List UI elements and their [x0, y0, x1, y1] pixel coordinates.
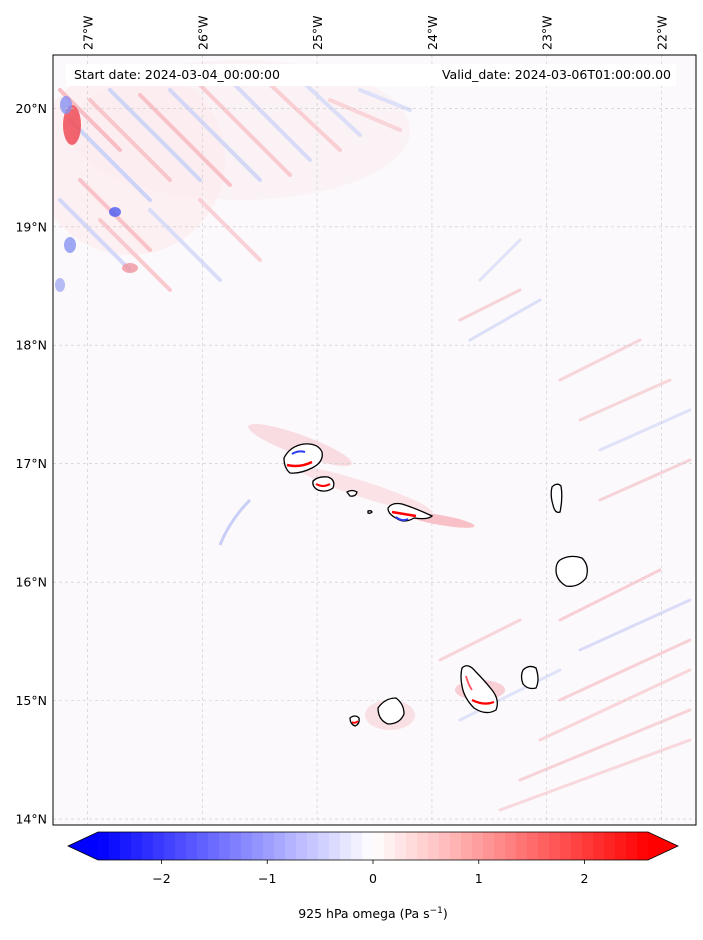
- colorbar-cell: [164, 832, 176, 860]
- gridlines: [53, 55, 696, 825]
- colorbar: −2 −1 0 1 2 925 hPa omega (Pa s−1): [67, 831, 679, 921]
- colorbar-cell: [439, 832, 451, 860]
- colorbar-cell: [252, 832, 264, 860]
- island-santiago: [460, 665, 498, 714]
- colorbar-cell: [109, 832, 121, 860]
- colorbar-cell: [153, 832, 165, 860]
- colorbar-cell: [142, 832, 154, 860]
- lat-tick-label: 14°N: [15, 812, 47, 827]
- colorbar-cell: [274, 832, 286, 860]
- lon-tick-label: 23°W: [540, 15, 555, 50]
- map-panel: Start date: 2024-03-04_00:00:00 Valid_da…: [15, 15, 697, 827]
- map-frame: [52, 54, 697, 826]
- colorbar-cell: [373, 832, 385, 860]
- lon-tick-label: 26°W: [195, 15, 210, 50]
- colorbar-cell: [549, 832, 561, 860]
- colorbar-cell: [263, 832, 275, 860]
- colorbar-cell: [208, 832, 220, 860]
- colorbar-cell: [461, 832, 473, 860]
- omega-field: [53, 60, 692, 812]
- lon-tick-label: 22°W: [655, 15, 670, 50]
- lon-tick-label: 27°W: [80, 15, 95, 50]
- colorbar-cell: [604, 832, 616, 860]
- colorbar-cell: [340, 832, 352, 860]
- lon-tick-label: 25°W: [310, 15, 325, 50]
- colorbar-tick-label: −1: [258, 871, 276, 886]
- colorbar-cell: [230, 832, 242, 860]
- island-branco: [367, 510, 373, 514]
- colorbar-cell: [329, 832, 341, 860]
- colorbar-cell: [395, 832, 407, 860]
- colorbar-cell: [538, 832, 550, 860]
- wave-field-northwest: [53, 60, 412, 292]
- start-date-label: Start date: 2024-03-04_00:00:00: [74, 67, 280, 82]
- island-santo-antao: [283, 443, 323, 474]
- colorbar-cell: [582, 832, 594, 860]
- colorbar-cell: [296, 832, 308, 860]
- colorbar-cell: [417, 832, 429, 860]
- lat-tick-label: 18°N: [15, 338, 47, 353]
- colorbar-cell: [626, 832, 638, 860]
- lat-tick-label: 19°N: [15, 219, 47, 234]
- island-sao-vicente: [312, 476, 335, 492]
- date-header-box: [66, 64, 676, 86]
- colorbar-cell: [571, 832, 583, 860]
- colorbar-cell: [131, 832, 143, 860]
- colorbar-cell: [362, 832, 374, 860]
- lat-tick-label: 16°N: [15, 575, 47, 590]
- colorbar-cell: [560, 832, 572, 860]
- colorbar-ticks: −2 −1 0 1 2: [152, 860, 589, 886]
- colorbar-cell: [450, 832, 462, 860]
- colorbar-cell: [186, 832, 198, 860]
- colorbar-cell: [219, 832, 231, 860]
- colorbar-cell: [516, 832, 528, 860]
- colorbar-cell: [483, 832, 495, 860]
- island-maio: [520, 665, 539, 690]
- colorbar-cell: [527, 832, 539, 860]
- colorbar-cell: [472, 832, 484, 860]
- colorbar-tick-label: 0: [369, 871, 377, 886]
- colorbar-cell: [505, 832, 517, 860]
- island-sal: [550, 483, 563, 513]
- colorbar-cell: [307, 832, 319, 860]
- lon-tick-label: 24°W: [425, 15, 440, 50]
- colorbar-cell: [120, 832, 132, 860]
- island-santa-luzia: [346, 489, 358, 497]
- lat-tick-label: 17°N: [15, 456, 47, 471]
- island-boa-vista: [555, 555, 588, 587]
- colorbar-cell: [615, 832, 627, 860]
- longitude-tick-labels: 27°W 26°W 25°W 24°W 23°W 22°W: [80, 15, 669, 50]
- colorbar-cell: [494, 832, 506, 860]
- colorbar-cell: [197, 832, 209, 860]
- colorbar-gradient: [98, 832, 649, 860]
- colorbar-extend-high: [648, 832, 678, 860]
- colorbar-cell: [593, 832, 605, 860]
- colorbar-extend-low: [68, 832, 98, 860]
- colorbar-tick-label: 2: [581, 871, 589, 886]
- island-sao-nicolau: [387, 502, 434, 522]
- valid-date-label: Valid_date: 2024-03-06T01:00:00.00: [442, 67, 671, 82]
- colorbar-label: 925 hPa omega (Pa s−1): [298, 906, 448, 921]
- colorbar-cell: [285, 832, 297, 860]
- lat-tick-label: 15°N: [15, 693, 47, 708]
- colorbar-outline: [67, 831, 679, 861]
- colorbar-cell: [241, 832, 253, 860]
- lat-tick-label: 20°N: [15, 101, 47, 116]
- colorbar-cell: [175, 832, 187, 860]
- colorbar-cell: [318, 832, 330, 860]
- colorbar-tick-label: −2: [152, 871, 170, 886]
- islands: [283, 443, 588, 727]
- colorbar-cell: [428, 832, 440, 860]
- colorbar-cell: [406, 832, 418, 860]
- colorbar-cell: [637, 832, 649, 860]
- island-brava: [349, 715, 360, 727]
- colorbar-cell: [384, 832, 396, 860]
- colorbar-tick-label: 1: [475, 871, 483, 886]
- colorbar-cell: [351, 832, 363, 860]
- colorbar-cell: [98, 832, 110, 860]
- island-fogo: [377, 697, 405, 725]
- latitude-tick-labels: 14°N 15°N 16°N 17°N 18°N 19°N 20°N: [15, 101, 47, 827]
